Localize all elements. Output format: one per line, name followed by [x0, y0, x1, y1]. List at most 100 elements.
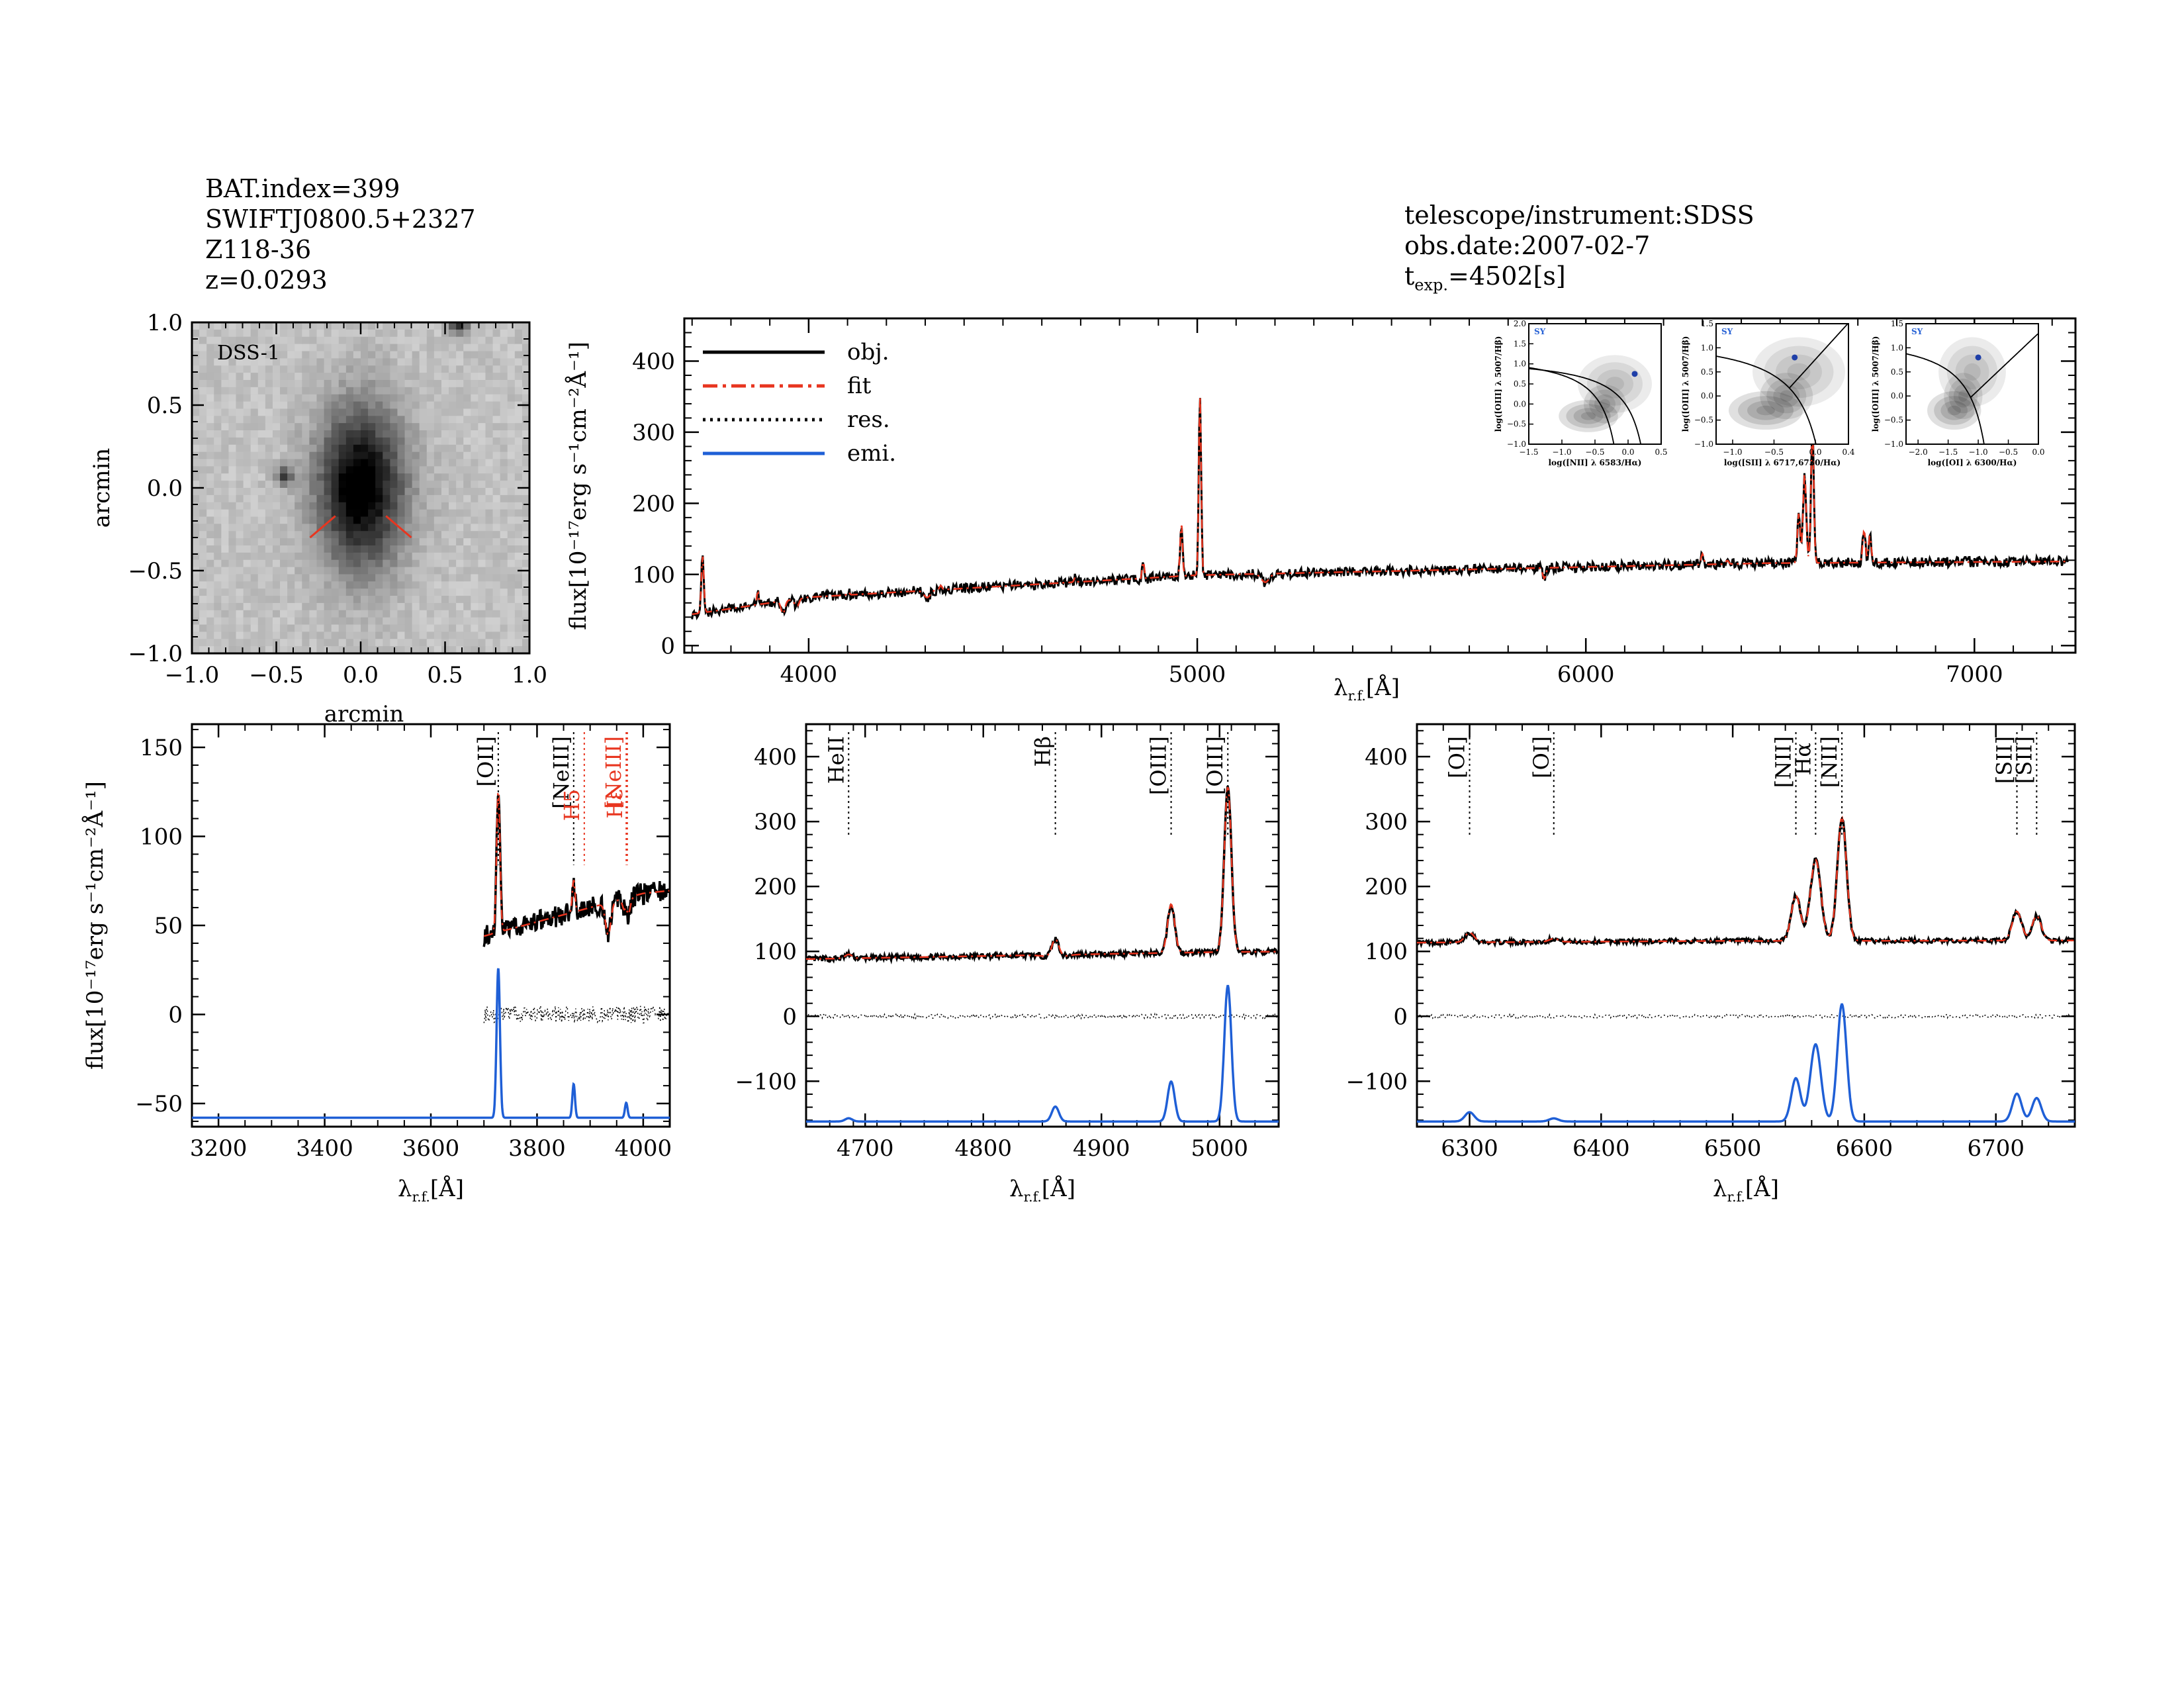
dss-pixel — [463, 408, 471, 416]
dss-pixel — [449, 373, 457, 381]
dss-pixel — [257, 567, 266, 575]
dss-pixel — [206, 646, 214, 654]
dss-pixel — [324, 358, 332, 366]
dss-pixel — [221, 639, 230, 647]
dss-pixel — [449, 559, 457, 568]
dss-pixel — [338, 559, 347, 568]
dss-pixel — [500, 488, 508, 496]
dss-pixel — [419, 459, 428, 467]
dss-pixel — [485, 358, 494, 366]
dss-pixel — [199, 632, 207, 639]
dss-pixel — [345, 423, 354, 431]
dss-pixel — [257, 387, 266, 395]
y-tick-label: −1.0 — [1884, 440, 1903, 449]
dss-pixel — [250, 336, 259, 345]
dss-pixel — [456, 624, 464, 632]
dss-pixel — [192, 646, 200, 654]
dss-pixel — [441, 545, 449, 553]
dss-pixel — [492, 632, 501, 639]
density-contour — [1766, 378, 1807, 414]
dss-pixel — [507, 379, 516, 388]
dss-pixel — [199, 379, 207, 388]
dss-pixel — [316, 437, 325, 445]
dss-pixel — [433, 408, 442, 416]
dss-pixel — [404, 329, 413, 338]
dss-pixel — [206, 387, 214, 395]
dss-pixel — [345, 602, 354, 611]
density-contour — [1596, 369, 1633, 399]
dss-pixel — [338, 524, 347, 532]
dss-pixel — [404, 567, 413, 575]
dss-pixel — [361, 351, 369, 359]
line-label: [NII] — [1817, 736, 1842, 788]
dss-pixel — [265, 574, 273, 582]
dss-pixel — [485, 524, 494, 532]
dss-pixel — [412, 509, 420, 518]
dss-pixel — [338, 322, 347, 330]
dss-pixel — [243, 574, 251, 582]
dss-pixel — [426, 373, 435, 381]
dss-pixel — [214, 373, 222, 381]
dss-pixel — [478, 379, 486, 388]
dss-pixel — [412, 602, 420, 611]
dss-pixel — [287, 373, 295, 381]
dss-pixel — [192, 373, 200, 381]
dss-pixel — [441, 494, 449, 503]
dss-pixel — [243, 466, 251, 474]
y-tick-label: 400 — [754, 744, 797, 771]
dss-pixel — [250, 322, 259, 330]
dss-pixel — [228, 588, 237, 596]
dss-pixel — [492, 351, 501, 359]
dss-pixel — [243, 488, 251, 496]
dss-pixel — [456, 488, 464, 496]
dss-pixel — [426, 379, 435, 388]
observation-info: telescope/instrument:SDSS obs.date:2007-0… — [1404, 200, 1754, 301]
dss-pixel — [485, 509, 494, 518]
dss-pixel — [265, 351, 273, 359]
dss-pixel — [221, 437, 230, 445]
dss-pixel — [353, 494, 361, 503]
density-contour — [1747, 400, 1784, 420]
dss-pixel — [228, 617, 237, 626]
dss-pixel — [236, 581, 244, 589]
dss-pixel — [361, 423, 369, 431]
dss-pixel — [250, 344, 259, 352]
demarcation-line — [1906, 353, 1985, 444]
dss-pixel — [463, 322, 471, 330]
dss-pixel — [492, 574, 501, 582]
dss-pixel — [404, 416, 413, 424]
dss-pixel — [316, 401, 325, 410]
dss-pixel — [316, 502, 325, 510]
dss-pixel — [485, 466, 494, 474]
dss-pixel — [302, 610, 310, 618]
dss-pixel — [375, 602, 383, 611]
dss-pixel — [192, 473, 200, 481]
dss-pixel — [257, 502, 266, 510]
dss-pixel — [375, 581, 383, 589]
dss-pixel — [280, 329, 288, 338]
y-tick-label: 0 — [782, 1004, 797, 1030]
dss-pixel — [243, 509, 251, 518]
dss-pixel — [206, 502, 214, 510]
dss-pixel — [383, 394, 390, 402]
dss-pixel — [404, 336, 413, 345]
dss-pixel — [500, 567, 508, 575]
y-tick-label: 1.5 — [1514, 339, 1526, 348]
bpt_nii: −1.5 −1.0 −0.5 0.0 0.5−1.0−0.50.00.51.01.52.… — [1494, 319, 1668, 467]
dss-pixel — [206, 494, 214, 503]
y-tick-label: 100 — [632, 562, 675, 588]
dss-pixel — [192, 344, 200, 352]
dss-pixel — [361, 401, 369, 410]
dss-pixel — [478, 473, 486, 481]
dss-pixel — [492, 596, 501, 604]
dss-pixel — [419, 437, 428, 445]
dss-pixel — [404, 588, 413, 596]
density-contour — [1606, 377, 1624, 391]
dss-pixel — [456, 387, 464, 395]
dss-pixel — [214, 524, 222, 532]
dss-pixel — [441, 531, 449, 539]
dss-pixel — [397, 408, 406, 416]
dss-pixel — [463, 531, 471, 539]
dss-pixel — [456, 545, 464, 553]
